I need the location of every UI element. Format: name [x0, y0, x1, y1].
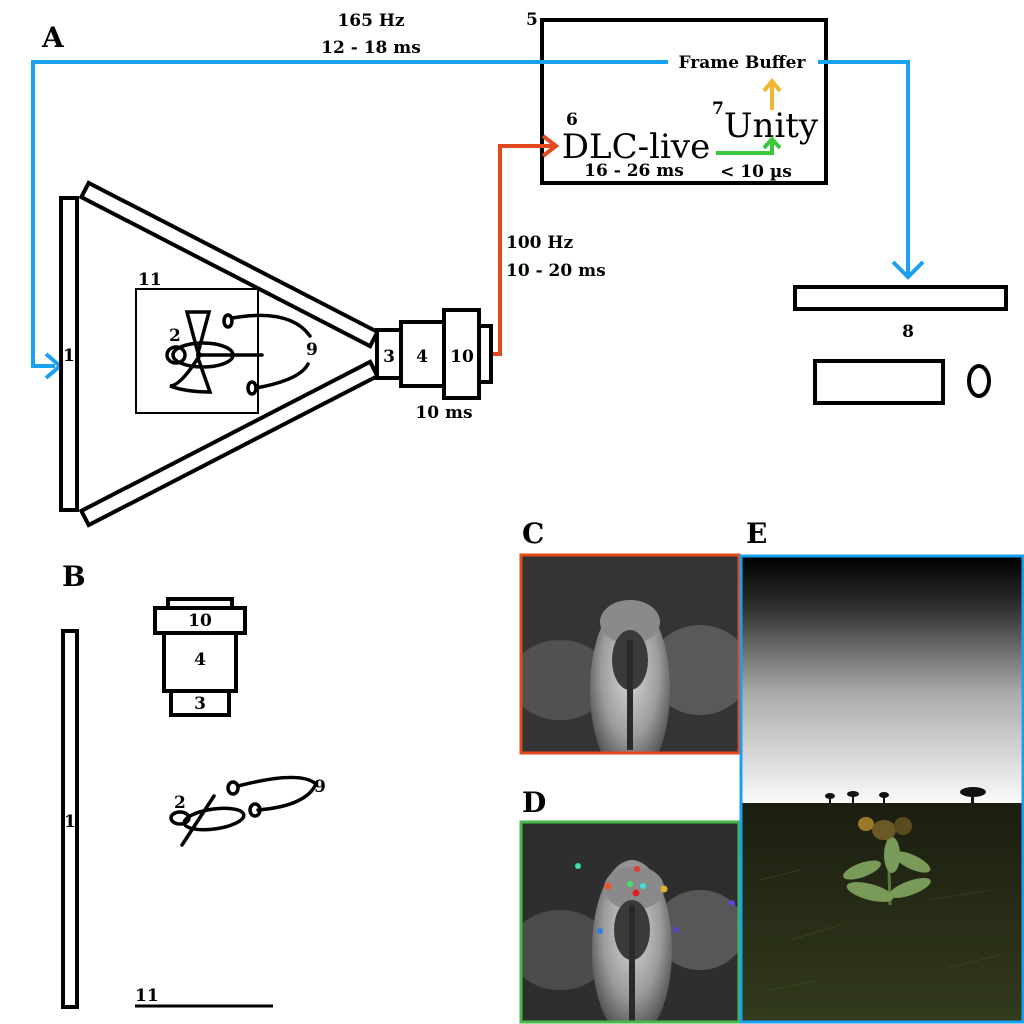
side-arena-number: 11: [135, 986, 159, 1006]
side-lens-number: 3: [194, 694, 206, 714]
fly-side-view: [169, 775, 319, 847]
lens-number: 3: [383, 347, 395, 367]
unity-latency-label: < 10 µs: [720, 162, 792, 182]
side-camera-body-number: 4: [194, 650, 206, 670]
camera-frame-image: [522, 556, 738, 752]
camera-latency-label: 10 - 20 ms: [506, 261, 606, 281]
camera-rate-label: 100 Hz: [506, 233, 573, 253]
virtual-scene-image: [742, 557, 1022, 1021]
dlc-to-unity-arrow: [716, 135, 782, 155]
panel-b-label: B: [62, 560, 86, 593]
display-screens: [59, 180, 381, 528]
camera-to-dlc-arrow: [492, 134, 560, 356]
unity-number: 7: [712, 99, 724, 119]
panel-d-label: D: [522, 786, 546, 819]
camera-side-view: [375, 308, 493, 400]
camera-front-view: [153, 597, 247, 717]
fly-number: 2: [169, 326, 181, 346]
camera-latency-value: 10 ms: [415, 403, 472, 423]
camera-top-number: 10: [450, 347, 474, 367]
camera-body-number: 4: [416, 347, 428, 367]
dlc-number: 6: [566, 110, 578, 130]
panel-c-border: [519, 553, 741, 755]
tether-lines: [222, 313, 312, 396]
frame-buffer-label: Frame Buffer: [679, 53, 807, 73]
dlc-latency-label: 16 - 26 ms: [584, 161, 684, 181]
dlc-live-label: DLC-live: [562, 127, 710, 167]
panel-d-border: [519, 820, 741, 1024]
arena-number: 11: [138, 270, 162, 290]
panel-e-label: E: [746, 517, 767, 550]
screen-number: 1: [63, 346, 75, 366]
projector-number: 8: [902, 322, 914, 342]
display-latency-label: 12 - 18 ms: [321, 38, 421, 58]
computer-number: 5: [526, 10, 538, 30]
side-screen-number: 1: [64, 812, 76, 832]
screen-side-view: [61, 629, 79, 1009]
panel-a-label: A: [41, 21, 65, 54]
unity-to-framebuffer-arrow: [762, 77, 782, 110]
projector: [793, 285, 1008, 405]
computer-box: [540, 18, 828, 185]
display-rate-label: 165 Hz: [337, 11, 404, 31]
side-camera-top-number: 10: [188, 611, 212, 631]
framebuffer-to-projector-arrow: [818, 60, 925, 280]
panel-e-border: [739, 554, 1024, 1024]
fly-top-view: [165, 310, 264, 394]
pose-estimate-image: [522, 823, 738, 1021]
panel-c-label: C: [522, 517, 544, 550]
side-tether-number: 9: [314, 777, 326, 797]
side-fly-number: 2: [174, 793, 186, 813]
tether-number: 9: [306, 340, 318, 360]
